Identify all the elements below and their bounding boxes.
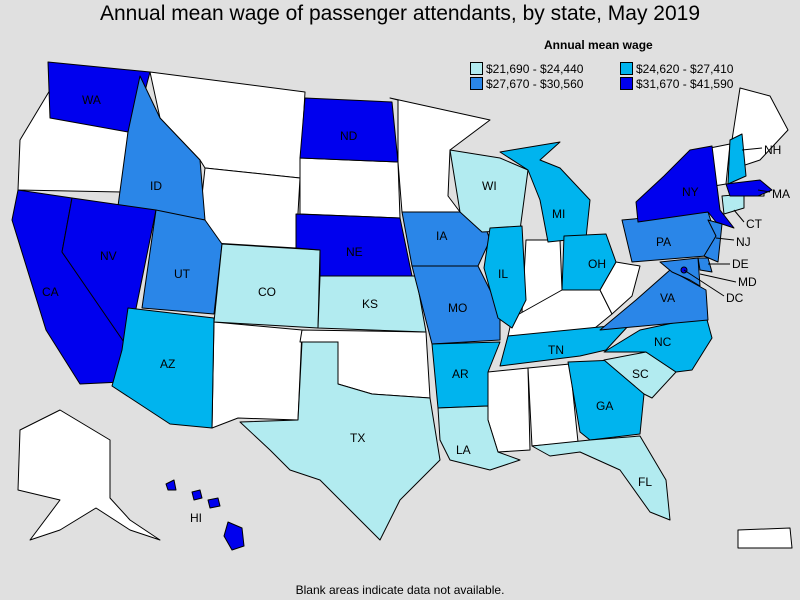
label-MD: MD [738, 275, 757, 289]
label-OH: OH [588, 257, 606, 271]
state-TX[interactable] [239, 341, 441, 541]
legend-label-4: $31,670 - $41,590 [636, 77, 734, 91]
leader-lines [683, 147, 771, 297]
label-TN: TN [548, 343, 564, 357]
label-NC: NC [654, 335, 672, 349]
state-HI[interactable] [165, 479, 245, 551]
label-MI: MI [552, 207, 565, 221]
label-ID: ID [150, 179, 162, 193]
label-ND: ND [340, 129, 358, 143]
state-labels: WA ID CA NV UT AZ CO ND NE KS TX IA MO A… [42, 93, 790, 525]
state-AK[interactable] [17, 409, 161, 541]
legend-label-1: $21,690 - $24,440 [486, 62, 584, 76]
legend-item-3: $27,670 - $30,560 [470, 77, 583, 91]
label-TX: TX [350, 431, 365, 445]
label-MO: MO [448, 301, 467, 315]
label-CA: CA [42, 285, 59, 299]
legend-swatch-1 [470, 62, 483, 75]
state-VA[interactable] [599, 269, 709, 331]
label-SC: SC [632, 367, 649, 381]
label-UT: UT [174, 267, 191, 281]
label-HI: HI [190, 511, 202, 525]
label-IL: IL [498, 267, 508, 281]
legend-title: Annual mean wage [544, 38, 653, 52]
label-PA: PA [656, 235, 671, 249]
territory-PR[interactable] [737, 527, 793, 549]
label-FL: FL [638, 475, 652, 489]
label-NY: NY [682, 185, 699, 199]
state-NH[interactable] [727, 133, 747, 185]
label-VA: VA [660, 291, 675, 305]
label-AZ: AZ [160, 357, 175, 371]
label-MA: MA [772, 187, 790, 201]
state-MI[interactable] [499, 141, 591, 243]
state-DE[interactable] [697, 257, 713, 273]
state-OH[interactable] [561, 233, 617, 291]
legend-swatch-4 [620, 77, 633, 90]
legend-label-2: $24,620 - $27,410 [636, 62, 734, 76]
state-NY[interactable] [635, 145, 735, 229]
label-NV: NV [100, 249, 117, 263]
label-AR: AR [452, 367, 469, 381]
legend-item-4: $31,670 - $41,590 [620, 77, 733, 91]
state-NC[interactable] [603, 315, 713, 373]
label-WI: WI [482, 179, 497, 193]
state-SD[interactable] [299, 157, 401, 219]
label-IA: IA [436, 229, 447, 243]
state-KS[interactable] [317, 275, 427, 333]
label-CT: CT [746, 217, 763, 231]
legend-swatch-2 [620, 62, 633, 75]
state-FL[interactable] [531, 435, 671, 521]
label-CO: CO [258, 285, 276, 299]
state-AR[interactable] [431, 341, 501, 409]
label-NE: NE [346, 245, 363, 259]
label-GA: GA [596, 399, 613, 413]
label-NH: NH [764, 143, 781, 157]
label-WA: WA [82, 93, 101, 107]
label-LA: LA [456, 443, 471, 457]
state-MD[interactable] [659, 257, 701, 287]
legend-item-2: $24,620 - $27,410 [620, 62, 733, 76]
label-NJ: NJ [736, 235, 751, 249]
label-DC: DC [726, 291, 744, 305]
state-ND[interactable] [299, 97, 399, 163]
legend-item-1: $21,690 - $24,440 [470, 62, 583, 76]
state-MA[interactable] [725, 179, 773, 197]
state-CT[interactable] [721, 193, 745, 215]
label-KS: KS [362, 297, 378, 311]
label-DE: DE [732, 257, 749, 271]
state-SC[interactable] [603, 351, 677, 399]
legend-label-3: $27,670 - $30,560 [486, 77, 584, 91]
footnote: Blank areas indicate data not available. [295, 583, 505, 597]
state-LA[interactable] [437, 405, 521, 471]
state-NM[interactable] [211, 321, 303, 429]
map-title: Annual mean wage of passenger attendants… [99, 2, 701, 25]
state-IL[interactable] [483, 225, 527, 329]
legend-swatch-3 [470, 77, 483, 90]
state-NJ[interactable] [703, 219, 723, 263]
state-MO[interactable] [411, 265, 501, 345]
